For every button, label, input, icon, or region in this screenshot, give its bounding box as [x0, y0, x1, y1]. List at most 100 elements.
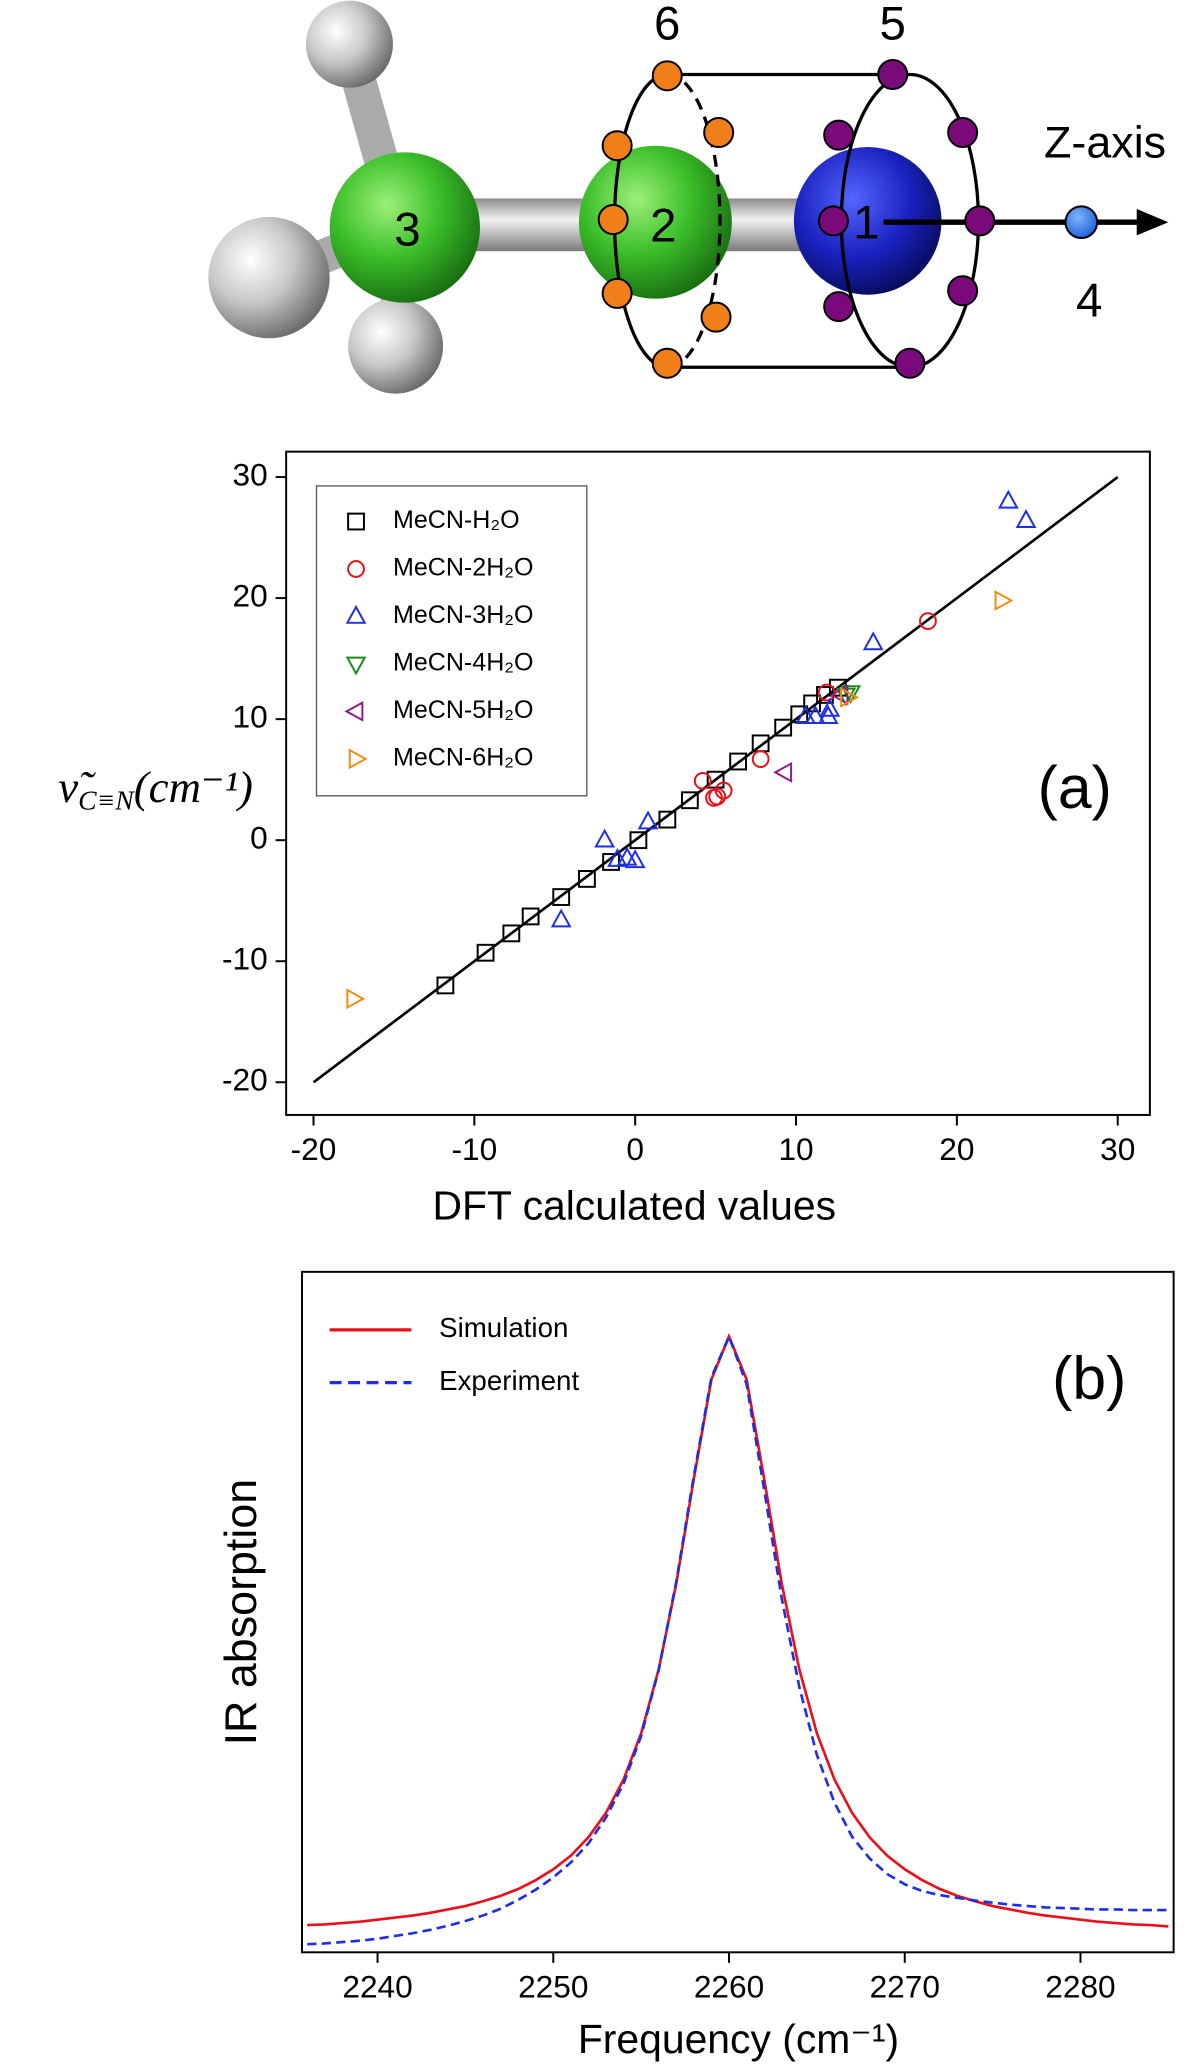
x-tick-label: -20 [291, 1131, 337, 1167]
x-tick-label: 30 [1100, 1131, 1135, 1167]
x-tick-label: 2250 [518, 1969, 588, 2005]
point-label: 4 [1076, 274, 1102, 327]
x-tick-label: 2240 [342, 1969, 412, 2005]
nitrogen-atom [793, 147, 942, 295]
point [651, 347, 683, 379]
axis-label: Z-axis [1044, 117, 1166, 168]
marker [578, 870, 596, 888]
marker [819, 697, 841, 717]
point [817, 205, 849, 237]
fit-line [312, 476, 1119, 1084]
hydrogen-atom [208, 216, 330, 339]
legend-label: MeCN-3H₂O [393, 601, 534, 629]
point [601, 130, 633, 162]
legend-label: MeCN-H₂O [393, 506, 520, 534]
y-tick-label: -10 [222, 941, 268, 977]
point [823, 119, 855, 151]
point [700, 301, 732, 333]
marker [840, 686, 860, 708]
ring-label: 6 [654, 0, 680, 51]
marker [994, 590, 1014, 611]
marker [705, 788, 723, 807]
point [601, 277, 633, 309]
molecule-diagram: 1 2 3 4 5 6 Z-axis [208, 0, 1169, 394]
line-series [307, 1333, 1169, 1928]
point [823, 291, 855, 323]
atom-label: 3 [394, 203, 420, 256]
marker [773, 762, 793, 783]
atom-label: 2 [650, 199, 676, 252]
ring-6-points [597, 60, 735, 379]
x-tick-label: 2270 [870, 1969, 940, 2005]
atom-label: 1 [853, 197, 879, 250]
point [651, 60, 683, 92]
marker [346, 988, 366, 1010]
marker [476, 943, 495, 962]
marker [637, 810, 659, 830]
marker [729, 752, 748, 771]
legend-label: Simulation [439, 1312, 568, 1343]
legend-label: MeCN-4H₂O [393, 649, 534, 677]
y-tick-label: 10 [233, 698, 268, 734]
marker [1015, 509, 1037, 528]
legend-label: MeCN-2H₂O [393, 554, 534, 582]
marker [680, 791, 699, 810]
legend-marker [347, 560, 365, 578]
legend-marker [345, 604, 367, 624]
subscript: C≡N [78, 785, 135, 816]
legend-box [315, 485, 588, 797]
plot-frame [300, 1270, 1175, 1954]
marker [552, 888, 571, 906]
marker [436, 976, 455, 995]
x-tick-label: 0 [626, 1131, 644, 1167]
point [703, 117, 735, 149]
y-tick-label: -20 [222, 1062, 268, 1098]
marker [840, 685, 862, 705]
line-series [307, 1332, 1169, 1946]
ring-label: 5 [880, 0, 906, 51]
marker [997, 489, 1019, 509]
carbon-atom [329, 152, 480, 303]
point [947, 117, 979, 149]
point [964, 205, 996, 237]
x-tick-label: 2260 [694, 1969, 764, 2005]
marker [521, 907, 540, 926]
marker [594, 828, 616, 848]
x-tick-label: 2280 [1045, 1969, 1115, 2005]
hydrogen-atom [348, 298, 444, 394]
marker [751, 750, 770, 768]
x-axis-label: DFT calculated values [433, 1182, 837, 1228]
marker [550, 908, 572, 928]
y-axis-label: IR absorption [215, 1479, 266, 1746]
hydrogen-atom [305, 0, 393, 88]
legend-label: MeCN-5H₂O [393, 696, 534, 724]
marker [829, 684, 849, 706]
marker [919, 612, 937, 630]
marker [658, 810, 677, 829]
marker [624, 849, 646, 869]
point [597, 204, 629, 236]
marker [774, 718, 793, 737]
legend-label: MeCN-6H₂O [393, 744, 534, 772]
legend-marker [344, 701, 364, 722]
y-tick-label: 20 [233, 577, 268, 613]
point [877, 59, 909, 90]
legend-marker [348, 748, 368, 770]
y-tick-label: 30 [233, 456, 268, 492]
panel-annotation: (a) [1038, 753, 1112, 821]
point [947, 275, 979, 307]
unit: (cm⁻¹) [134, 762, 253, 812]
marker [629, 831, 648, 850]
y-axis-label: ν̃C≡N(cm⁻¹) [58, 762, 253, 816]
x-axis-label: Frequency (cm⁻¹) [578, 2016, 899, 2062]
point [894, 347, 926, 379]
x-tick-label: 10 [778, 1131, 813, 1167]
arrow-head [1136, 209, 1169, 236]
ring-back [667, 72, 722, 369]
legend-marker [345, 656, 367, 676]
x-tick-label: -10 [451, 1131, 497, 1167]
marker [862, 631, 884, 651]
plot-frame [285, 450, 1151, 1116]
